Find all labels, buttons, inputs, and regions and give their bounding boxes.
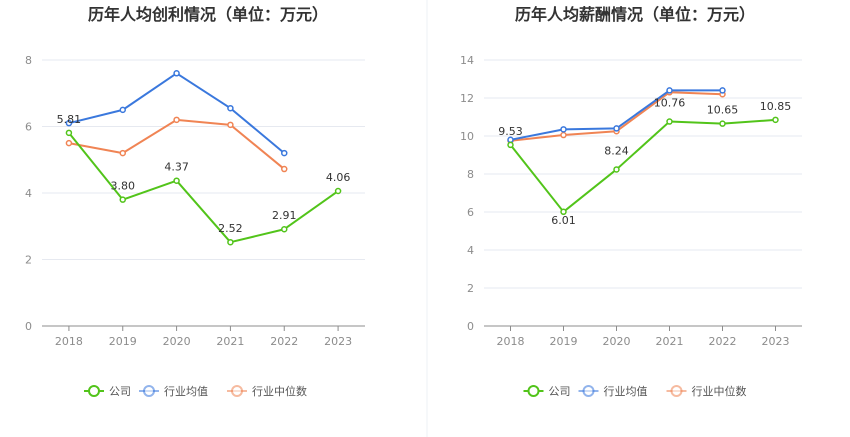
data-label: 10.76	[654, 97, 686, 110]
y-tick-label: 4	[467, 244, 474, 257]
x-tick-label: 2022	[270, 335, 298, 348]
x-tick-label: 2018	[497, 335, 525, 348]
data-label: 8.24	[604, 144, 629, 157]
legend-label: 行业均值	[164, 385, 208, 398]
y-tick-label: 8	[467, 168, 474, 181]
y-tick-label: 12	[460, 92, 474, 105]
data-label: 5.81	[57, 113, 82, 126]
data-point-industry-avg[interactable]	[507, 136, 514, 144]
x-tick-label: 2019	[550, 335, 578, 348]
data-point-industry-avg[interactable]	[281, 149, 288, 157]
legend-item-industry-avg[interactable]: 行业均值	[578, 385, 648, 398]
data-label: 2.91	[272, 209, 297, 222]
legend-swatch-marker	[527, 385, 540, 397]
series-line-company	[68, 132, 339, 244]
legend-swatch-marker	[231, 385, 243, 397]
data-point-company[interactable]	[719, 120, 726, 127]
data-point-company[interactable]	[119, 196, 126, 203]
data-point-company[interactable]	[560, 208, 567, 216]
legend-item-company[interactable]: 公司	[523, 385, 571, 398]
x-tick-label: 2020	[603, 335, 631, 348]
data-point-industry-avg[interactable]	[613, 125, 620, 132]
data-point-industry-median[interactable]	[227, 121, 234, 129]
y-tick-label: 14	[460, 54, 474, 67]
y-tick-label: 2	[25, 254, 32, 267]
x-tick-label: 2021	[656, 335, 684, 348]
legend-swatch-marker	[582, 385, 595, 397]
data-label: 9.53	[498, 125, 523, 138]
data-point-industry-median[interactable]	[119, 149, 126, 157]
data-label: 3.80	[111, 180, 136, 193]
legend-label: 公司	[109, 385, 131, 398]
x-tick-label: 2021	[216, 335, 244, 348]
legend-item-industry-median[interactable]: 行业中位数	[666, 384, 747, 398]
legend-swatch-marker	[670, 385, 683, 397]
data-point-company[interactable]	[65, 129, 73, 137]
data-label: 10.65	[707, 104, 739, 117]
legend-label: 行业中位数	[252, 384, 307, 398]
series-line-industry-avg	[68, 72, 285, 154]
chart-title: 历年人均创利情况（单位：万元）	[88, 5, 328, 24]
data-point-industry-avg[interactable]	[119, 106, 126, 114]
chart-title: 历年人均薪酬情况（单位：万元）	[515, 5, 755, 24]
x-tick-label: 2020	[163, 335, 191, 348]
legend-swatch-marker	[88, 385, 100, 397]
data-point-company[interactable]	[666, 118, 673, 125]
data-point-industry-median[interactable]	[281, 165, 288, 173]
data-point-company[interactable]	[173, 177, 180, 184]
data-point-industry-avg[interactable]	[173, 70, 180, 77]
data-point-industry-median[interactable]	[173, 116, 180, 124]
x-tick-label: 2019	[109, 335, 137, 348]
data-point-industry-avg[interactable]	[719, 87, 726, 94]
data-point-industry-median[interactable]	[65, 139, 73, 147]
data-label: 4.06	[326, 171, 351, 184]
data-label: 2.52	[218, 222, 243, 235]
x-tick-label: 2018	[55, 335, 83, 348]
y-tick-label: 6	[25, 121, 32, 134]
data-point-industry-avg[interactable]	[560, 126, 567, 133]
data-label: 6.01	[551, 214, 576, 227]
y-tick-label: 10	[460, 130, 474, 143]
legend-label: 行业均值	[604, 385, 648, 398]
profit-per-capita-chart: 历年人均创利情况（单位：万元） 0 2 4 6 8 2018 2019 2020 2021 2022…	[25, 5, 365, 398]
x-tick-label: 2023	[762, 335, 790, 348]
data-point-company[interactable]	[507, 141, 514, 149]
data-point-industry-avg[interactable]	[666, 87, 673, 94]
data-point-industry-avg[interactable]	[65, 119, 73, 127]
legend-item-industry-median[interactable]: 行业中位数	[227, 384, 307, 398]
series-line-company	[509, 118, 776, 213]
legend-label: 公司	[549, 385, 571, 398]
data-point-company[interactable]	[613, 166, 620, 173]
y-tick-label: 0	[25, 320, 32, 333]
y-tick-label: 6	[467, 206, 474, 219]
salary-per-capita-chart: 历年人均薪酬情况（单位：万元） 0 2 4 6 8 10 12 14 2018 2019 2020 20…	[460, 5, 802, 398]
y-tick-label: 2	[467, 282, 474, 295]
data-point-company[interactable]	[334, 187, 342, 195]
legend-swatch-marker	[143, 385, 155, 397]
x-tick-label: 2023	[324, 335, 352, 348]
data-label: 4.37	[164, 161, 189, 174]
y-tick-label: 8	[25, 54, 32, 67]
y-tick-label: 0	[467, 320, 474, 333]
data-label: 10.85	[760, 100, 792, 113]
legend-label: 行业中位数	[692, 384, 747, 398]
legend-item-industry-avg[interactable]: 行业均值	[139, 385, 208, 398]
legend-item-company[interactable]: 公司	[84, 385, 131, 398]
x-tick-label: 2022	[709, 335, 737, 348]
y-tick-label: 4	[25, 187, 32, 200]
data-point-company[interactable]	[227, 238, 234, 246]
data-point-company[interactable]	[281, 225, 288, 233]
data-point-industry-median[interactable]	[560, 131, 567, 139]
data-point-company[interactable]	[772, 116, 779, 124]
data-point-industry-avg[interactable]	[227, 104, 234, 112]
